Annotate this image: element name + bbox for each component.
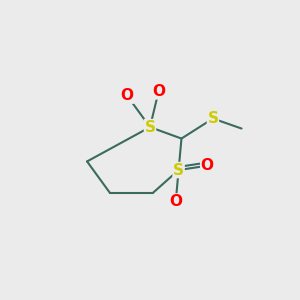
Text: S: S [145,120,155,135]
Text: O: O [152,84,165,99]
Text: O: O [121,88,134,103]
Text: O: O [201,158,214,173]
Text: S: S [173,163,184,178]
Text: O: O [169,194,182,209]
Text: S: S [207,111,218,126]
